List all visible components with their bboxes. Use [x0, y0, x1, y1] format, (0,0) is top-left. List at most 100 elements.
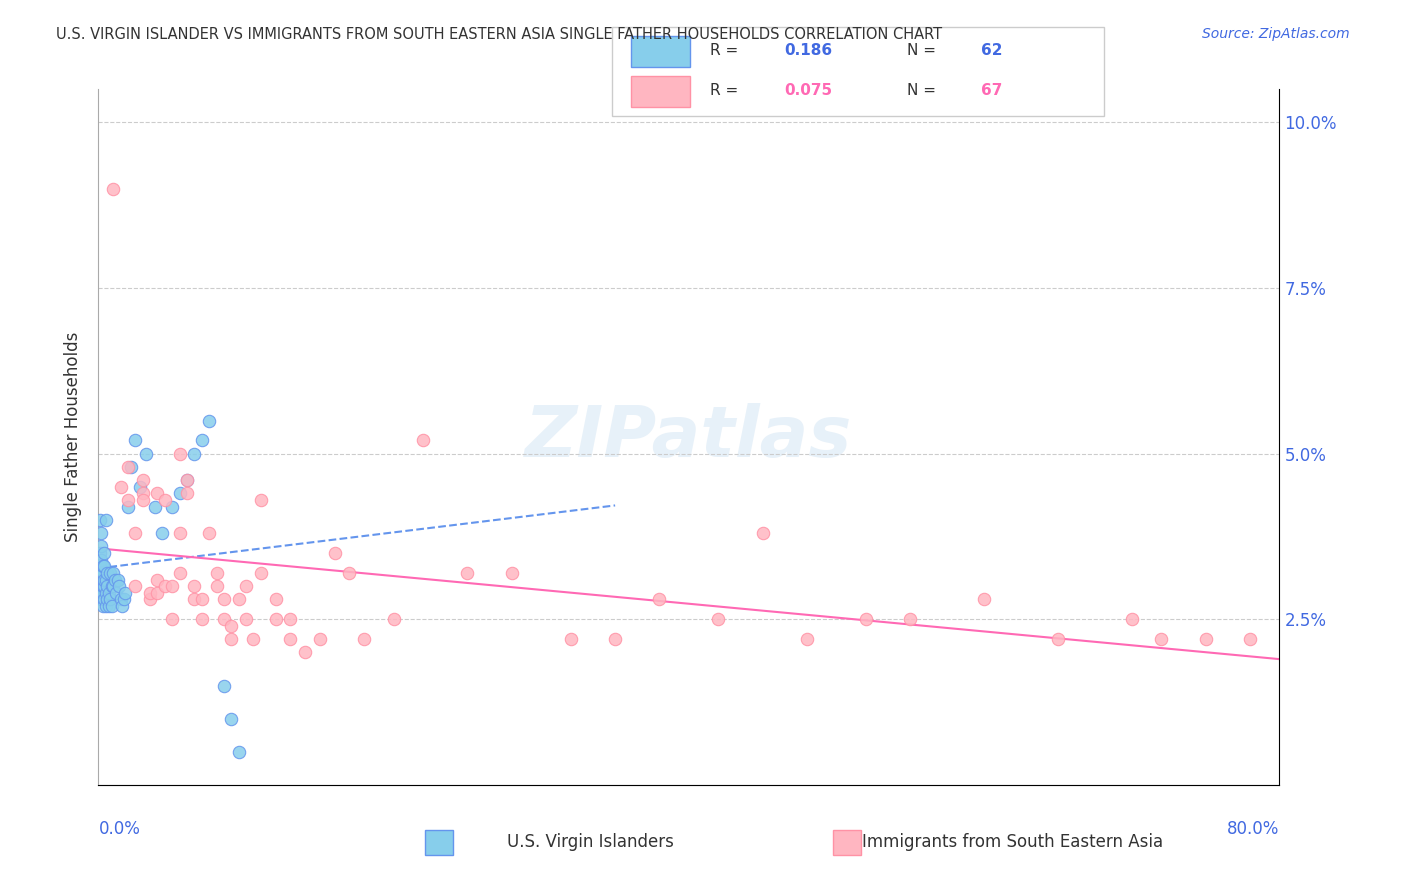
- Point: [96, 579, 118, 593]
- Point: [235, 612, 257, 626]
- Point: [212, 612, 235, 626]
- Point: [250, 566, 273, 580]
- FancyBboxPatch shape: [631, 76, 690, 107]
- Text: Source: ZipAtlas.com: Source: ZipAtlas.com: [1202, 27, 1350, 41]
- Point: [212, 592, 235, 607]
- Point: [183, 447, 205, 461]
- Point: [1046, 632, 1069, 647]
- Point: [93, 559, 115, 574]
- Point: [973, 592, 995, 607]
- Point: [91, 586, 114, 600]
- Point: [120, 459, 142, 474]
- Point: [648, 592, 671, 607]
- Point: [176, 473, 198, 487]
- Point: [169, 526, 191, 541]
- Point: [212, 679, 235, 693]
- Point: [235, 579, 257, 593]
- Point: [198, 526, 221, 541]
- Point: [1239, 632, 1261, 647]
- Point: [90, 579, 112, 593]
- Point: [219, 632, 242, 647]
- Point: [278, 632, 302, 647]
- Point: [91, 599, 114, 613]
- Point: [501, 566, 523, 580]
- Text: 0.075: 0.075: [785, 84, 832, 98]
- Point: [228, 592, 250, 607]
- Point: [264, 612, 287, 626]
- Point: [112, 592, 135, 607]
- Point: [89, 559, 111, 574]
- Point: [294, 645, 316, 659]
- FancyBboxPatch shape: [631, 36, 690, 67]
- Point: [605, 632, 627, 647]
- Point: [93, 579, 115, 593]
- Point: [94, 586, 117, 600]
- Point: [98, 592, 121, 607]
- Point: [124, 526, 146, 541]
- Point: [146, 486, 169, 500]
- Point: [560, 632, 582, 647]
- Point: [205, 579, 228, 593]
- Point: [139, 592, 162, 607]
- Point: [117, 493, 139, 508]
- Point: [91, 566, 114, 580]
- Point: [94, 513, 117, 527]
- Point: [183, 592, 205, 607]
- Point: [135, 447, 157, 461]
- Point: [153, 579, 176, 593]
- Point: [1195, 632, 1218, 647]
- Point: [132, 473, 155, 487]
- Point: [108, 579, 131, 593]
- Point: [89, 546, 111, 560]
- Point: [107, 573, 129, 587]
- Point: [278, 612, 302, 626]
- Point: [191, 612, 214, 626]
- Point: [176, 486, 198, 500]
- FancyBboxPatch shape: [832, 830, 860, 855]
- Point: [100, 579, 122, 593]
- Point: [103, 181, 125, 195]
- Y-axis label: Single Father Households: Single Father Households: [65, 332, 83, 542]
- Point: [91, 573, 114, 587]
- Text: R =: R =: [710, 44, 738, 58]
- Point: [146, 586, 169, 600]
- Point: [219, 619, 242, 633]
- Point: [1121, 612, 1143, 626]
- Point: [117, 500, 139, 514]
- Text: R =: R =: [710, 84, 738, 98]
- Point: [124, 579, 146, 593]
- Text: ZIPatlas: ZIPatlas: [526, 402, 852, 472]
- Point: [90, 592, 112, 607]
- Point: [96, 566, 118, 580]
- Point: [205, 566, 228, 580]
- Point: [169, 566, 191, 580]
- Point: [93, 592, 115, 607]
- Point: [751, 526, 773, 541]
- Point: [90, 540, 112, 554]
- Point: [110, 480, 132, 494]
- Point: [412, 434, 434, 448]
- Point: [132, 486, 155, 500]
- Point: [105, 586, 128, 600]
- Point: [1150, 632, 1173, 647]
- Point: [103, 579, 125, 593]
- Point: [198, 413, 221, 427]
- Point: [124, 434, 146, 448]
- Point: [90, 566, 112, 580]
- Point: [250, 493, 273, 508]
- Point: [382, 612, 405, 626]
- Text: 67: 67: [980, 84, 1002, 98]
- Point: [110, 592, 132, 607]
- Point: [93, 546, 115, 560]
- Point: [89, 579, 111, 593]
- Point: [132, 493, 155, 508]
- Point: [353, 632, 375, 647]
- Point: [89, 573, 111, 587]
- Point: [219, 712, 242, 726]
- Text: N =: N =: [907, 84, 936, 98]
- Point: [183, 579, 205, 593]
- Text: U.S. VIRGIN ISLANDER VS IMMIGRANTS FROM SOUTH EASTERN ASIA SINGLE FATHER HOUSEHO: U.S. VIRGIN ISLANDER VS IMMIGRANTS FROM …: [56, 27, 942, 42]
- Point: [117, 459, 139, 474]
- Point: [162, 612, 183, 626]
- Text: 0.186: 0.186: [785, 44, 832, 58]
